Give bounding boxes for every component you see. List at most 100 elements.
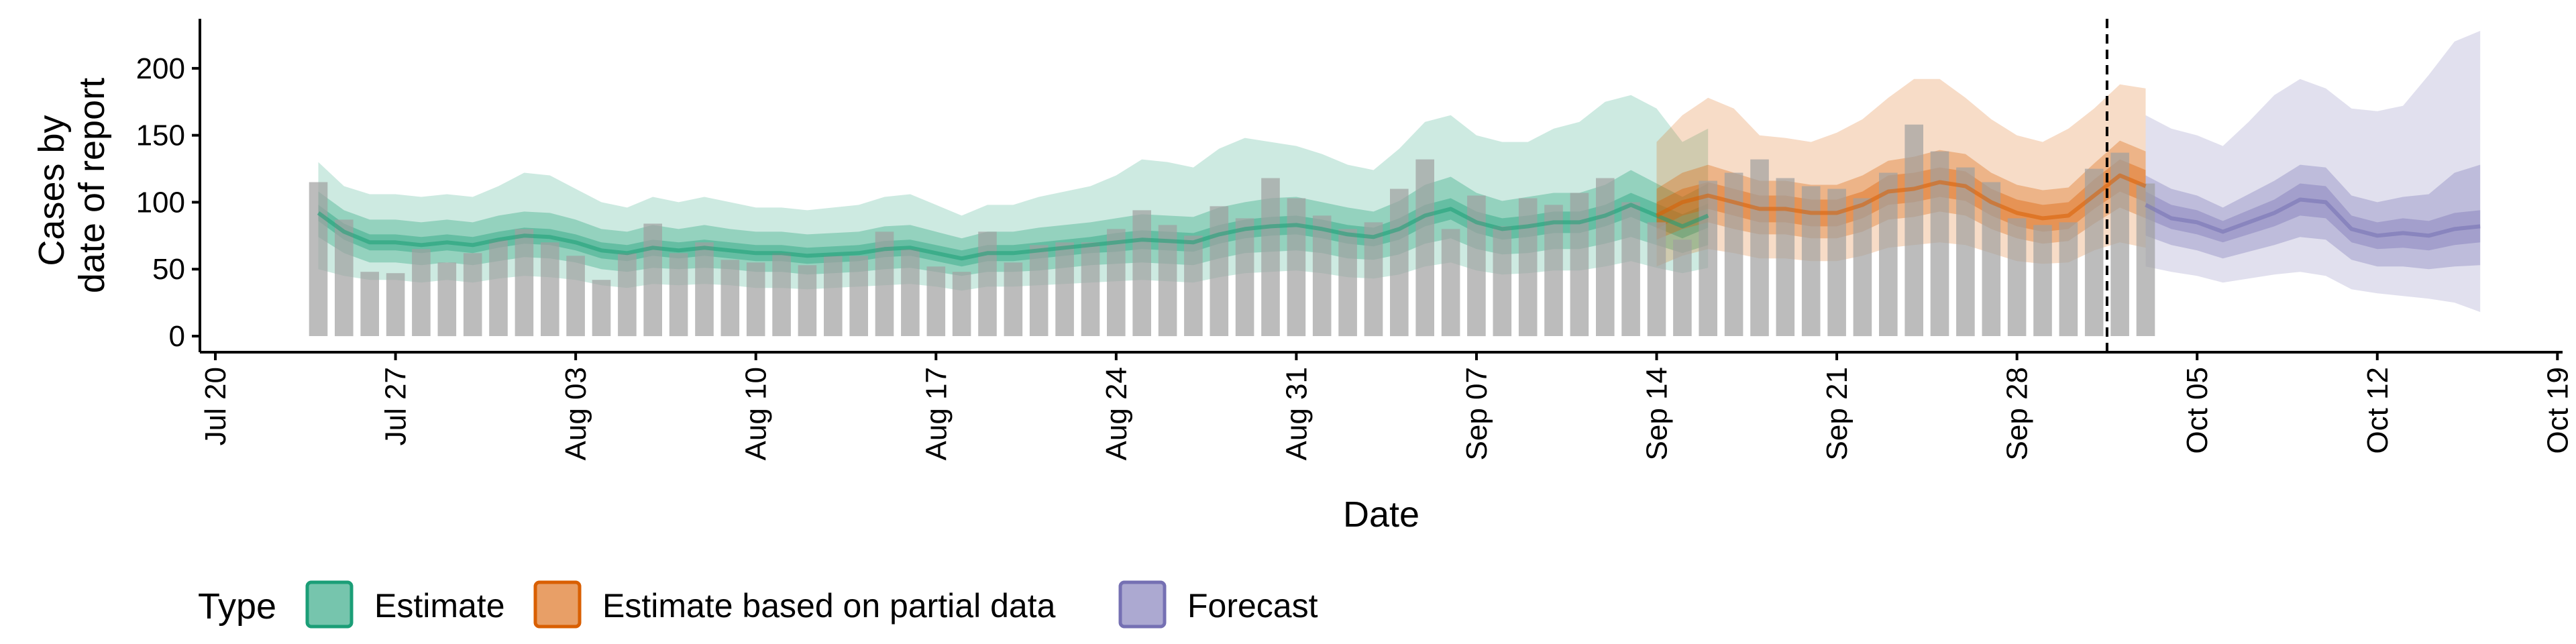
case-bar — [1750, 159, 1769, 337]
ribbon-mid-series-2 — [2145, 164, 2481, 270]
case-bar — [1287, 198, 1306, 337]
y-axis-title-line-1: Cases by — [32, 115, 72, 266]
case-bar — [2059, 222, 2078, 337]
case-bar — [1132, 210, 1151, 336]
y-axis-title: Cases by date of report — [32, 78, 112, 293]
case-bar — [1724, 172, 1743, 336]
case-bar — [1210, 206, 1229, 336]
case-bar — [386, 273, 405, 336]
case-bar — [1544, 205, 1563, 336]
case-bar — [720, 260, 740, 337]
y-axis-title-line-2: date of report — [72, 78, 112, 293]
case-bar — [2033, 225, 2052, 337]
median-layer — [317, 173, 2481, 261]
case-bar — [824, 256, 843, 337]
case-bar — [1364, 222, 1383, 337]
case-bar — [1518, 198, 1538, 337]
legend-key-1 — [533, 580, 582, 629]
case-bar — [1390, 189, 1409, 337]
case-bar — [849, 256, 868, 337]
case-bar — [1055, 242, 1074, 336]
case-bar — [1312, 215, 1332, 336]
legend-label-1: Estimate based on partial data — [602, 587, 1056, 625]
case-bar — [566, 256, 585, 337]
ribbon-outer-series-0 — [318, 95, 1709, 291]
y-tick-label: 100 — [136, 186, 185, 219]
median-line-series-1 — [1656, 173, 2147, 221]
case-bar — [1570, 193, 1589, 337]
case-bar — [1081, 242, 1100, 336]
median-line-series-0 — [317, 203, 1709, 261]
x-tick-label: Aug 31 — [1280, 367, 1313, 460]
case-bar — [1801, 186, 1821, 337]
x-tick-label: Oct 05 — [2181, 367, 2214, 454]
case-bar — [1261, 178, 1280, 336]
case-bar — [1493, 226, 1512, 337]
legend: Type Estimate Estimate based on partial d… — [198, 580, 1318, 629]
case-bar — [669, 253, 688, 337]
case-bar — [1441, 229, 1460, 337]
y-tick-label: 200 — [136, 52, 185, 85]
case-bar — [309, 182, 328, 336]
case-bar — [541, 242, 559, 336]
case-bar — [437, 262, 457, 337]
case-bar — [1879, 172, 1898, 336]
y-tick-label: 0 — [169, 320, 185, 353]
case-bar — [798, 265, 817, 337]
case-bar — [515, 229, 534, 337]
median-line-series-2 — [2145, 197, 2481, 238]
case-bar — [901, 249, 920, 336]
case-bar — [952, 272, 971, 336]
case-bar — [746, 262, 765, 337]
case-bar — [1930, 151, 1949, 336]
x-tick-label: Sep 28 — [2001, 367, 2034, 460]
case-bar — [772, 253, 791, 337]
x-tick-label: Sep 14 — [1641, 367, 1674, 460]
x-tick-label: Jul 20 — [199, 367, 232, 445]
x-tick-label: Oct 12 — [2361, 367, 2394, 454]
x-tick-label: Aug 03 — [559, 367, 592, 460]
case-bar — [1184, 235, 1203, 336]
case-bar — [412, 249, 431, 336]
case-bar — [643, 223, 662, 337]
x-tick-label: Aug 10 — [740, 367, 773, 460]
case-bar — [978, 231, 997, 337]
case-bar — [1699, 180, 1717, 336]
reported-cases-bars — [309, 124, 2155, 337]
case-bar — [1621, 202, 1640, 336]
x-tick-label: Aug 24 — [1100, 367, 1133, 460]
case-bar — [1596, 178, 1615, 336]
case-bar — [463, 253, 482, 337]
x-tick-label: Oct 19 — [2541, 367, 2574, 454]
case-bar — [1853, 198, 1872, 337]
case-bar — [360, 272, 379, 336]
y-axis-ticks: 0 50 100 150 200 — [136, 52, 200, 353]
case-bar — [1415, 159, 1434, 337]
case-bar — [335, 219, 354, 337]
y-tick-label: 50 — [152, 253, 185, 286]
case-bar — [1956, 167, 1975, 337]
case-bar — [489, 239, 508, 336]
x-tick-label: Sep 07 — [1460, 367, 1493, 460]
case-bar — [695, 242, 714, 336]
case-bar — [2110, 152, 2129, 336]
legend-key-2 — [1118, 580, 1167, 629]
legend-label-2: Forecast — [1187, 587, 1318, 625]
case-bar — [592, 280, 611, 336]
case-bar — [2007, 218, 2027, 336]
legend-key-0 — [305, 580, 354, 629]
case-bar — [1338, 229, 1357, 337]
case-bar — [1004, 262, 1023, 337]
x-tick-label: Sep 21 — [1821, 367, 1854, 460]
case-bar — [1673, 239, 1692, 336]
case-bar — [1904, 124, 1923, 337]
case-bar — [1235, 218, 1254, 336]
case-bar — [1158, 225, 1177, 337]
case-bar — [1982, 182, 2001, 336]
case-bar — [926, 266, 946, 337]
ribbon-outer-series-2 — [2145, 31, 2481, 313]
x-axis-ticks: Jul 20 Jul 27 Aug 03 Aug 10 Aug 17 Aug 24 Aug … — [199, 352, 2574, 460]
case-bar — [1107, 229, 1126, 337]
x-axis-title: Date — [1343, 494, 1419, 535]
